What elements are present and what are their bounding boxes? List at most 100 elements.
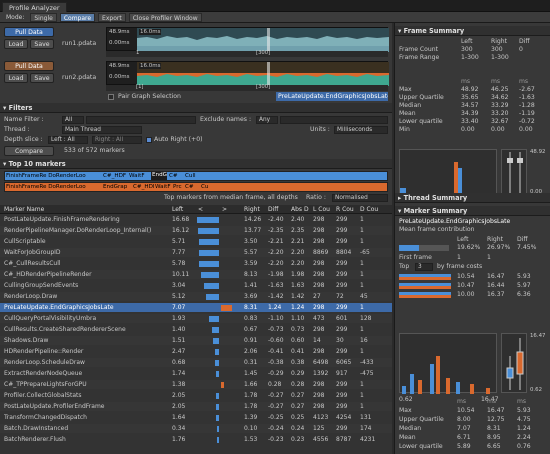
table-row[interactable]: C#_HDRenderPipelineRender 10.11 8.13 -1.98 1… [0, 270, 392, 279]
table-row[interactable]: CullResults.CreateSharedRendererScene 1.4… [0, 325, 392, 334]
depth-left-dropdown[interactable]: Left : All [48, 136, 88, 144]
exclude-names-dropdown[interactable]: Any [256, 116, 278, 124]
thread-summary-header[interactable]: ▸ Thread Summary [395, 193, 550, 203]
ms-top-left[interactable]: 10.54 [457, 273, 475, 280]
table-row[interactable]: CullScriptable 5.71 3.50 -2.21 2.21 298 299 1 [0, 237, 392, 246]
run2-frame-graph[interactable]: 48.9ms 16.0ms 0.00ms [106, 61, 389, 86]
ms-stat-right: 12.75 [487, 416, 505, 423]
auto-right-checkbox[interactable] [146, 137, 152, 143]
fs-stat-diff: -1.63 [519, 94, 535, 101]
single-mode-button[interactable]: Single [30, 12, 57, 22]
diff-cell: 0.28 [268, 381, 282, 388]
marker-boxplot [501, 333, 527, 393]
frame-histogram-svg [400, 162, 462, 196]
ms-top-left[interactable]: 10.00 [457, 291, 475, 298]
run1-range-left: 1 [136, 50, 140, 56]
table-row[interactable]: PostLateUpdate.FinishFrameRendering 16.68… [0, 215, 392, 224]
close-profiler-button[interactable]: Close Profiler Window [128, 12, 202, 22]
run1-range-bar[interactable]: 1 [300] [106, 50, 388, 57]
fs-stat-label: Max [399, 86, 412, 93]
ms-top-bar-right [399, 277, 451, 280]
load-button-1[interactable]: Load [4, 39, 28, 49]
col-left-bar[interactable]: < [198, 206, 204, 213]
table-row[interactable]: C#_TPPrepareLightsForGPU 1.38 1.66 0.28 0.28… [0, 380, 392, 389]
run1-range-label: [300] [256, 50, 271, 56]
top10-right-seg2: EndGrap [103, 184, 128, 190]
table-row[interactable]: Batch.DrawInstanced 0.34 0.10 -0.24 0.24 125 2… [0, 424, 392, 433]
thread-dropdown[interactable]: Main Thread [62, 126, 142, 134]
ms-top-right[interactable]: 16.47 [487, 273, 505, 280]
table-row[interactable]: TransformChangedDispatch 1.64 1.39 -0.25 0.2… [0, 413, 392, 422]
table-row[interactable]: BatchRenderer.Flush 1.76 1.53 -0.23 0.23 4556… [0, 435, 392, 444]
col-left[interactable]: Left [172, 206, 184, 213]
depth-right-dropdown[interactable]: Right : All [92, 136, 142, 144]
table-row[interactable]: PreLateUpdate.EndGraphicsJobsLate 7.07 8.3… [0, 303, 392, 312]
table-row[interactable]: Shadows.Draw 1.51 0.91 -0.60 0.60 14 30 16 [0, 336, 392, 345]
marker-summary-header[interactable]: ▾ Marker Summary [395, 206, 550, 216]
fs-frame-count-right: 300 [491, 46, 503, 53]
filters-header[interactable]: ▾ Filters [0, 103, 392, 113]
diff-count-cell: 1 [360, 271, 364, 278]
save-button-2[interactable]: Save [30, 73, 54, 83]
col-right-bar[interactable]: > [222, 206, 228, 213]
col-right-count[interactable]: R Cou [336, 206, 354, 213]
table-row[interactable]: RenderLoop.ScheduleDraw 0.68 0.31 -0.38 0.38… [0, 358, 392, 367]
compare-mode-button[interactable]: Compare [59, 12, 96, 22]
export-button[interactable]: Export [98, 12, 126, 22]
exclude-names-input[interactable] [280, 116, 388, 124]
top10-header[interactable]: ▾ Top 10 markers [0, 159, 392, 169]
table-row[interactable]: RenderPipelineManager.DoRenderLoop_Inter… [0, 226, 392, 235]
table-row[interactable]: ExtractRenderNodeQueue 1.74 1.45 -0.29 0.29 1… [0, 369, 392, 378]
left-count-cell: 8869 [313, 249, 329, 256]
table-row[interactable]: HDRenderPipeline::Render 2.47 2.06 -0.41 0.4… [0, 347, 392, 356]
table-row[interactable]: CullingGroupSendEvents 3.04 1.41 -1.63 1.63 2… [0, 281, 392, 290]
pair-graph-label: Pair Graph Selection [118, 93, 181, 100]
diff-cell: -0.27 [268, 392, 284, 399]
units-dropdown[interactable]: Milliseconds [334, 126, 388, 134]
compare-button[interactable]: Compare [4, 146, 54, 156]
right-value-cell: 8.31 [244, 304, 258, 311]
diff-count-cell: 1 [360, 227, 364, 234]
table-row[interactable]: Profiler.CollectGlobalStats 2.05 1.78 -0.27… [0, 391, 392, 400]
ms-first-frame-left[interactable]: 1 [457, 254, 461, 261]
left-count-cell: 298 [313, 326, 325, 333]
pair-graph-checkbox[interactable] [108, 94, 114, 100]
pull-data-button-2[interactable]: Pull Data [4, 61, 54, 71]
ms-top-left[interactable]: 10.47 [457, 282, 475, 289]
col-right[interactable]: Right [244, 206, 260, 213]
ms-top-right[interactable]: 16.44 [487, 282, 505, 289]
ms-col-diff: Diff [517, 236, 528, 243]
table-row[interactable]: RenderLoop.Draw 5.12 3.69 -1.42 1.42 27 72 45 [0, 292, 392, 301]
col-abs-diff[interactable]: Abs D [291, 206, 309, 213]
col-diff-count[interactable]: D Cou [360, 206, 379, 213]
ratio-dropdown[interactable]: Normalised [332, 194, 388, 202]
diff-count-cell: 131 [360, 414, 372, 421]
name-filter-dropdown[interactable]: All [62, 116, 84, 124]
ms-stat-label: Mean [399, 434, 416, 441]
name-filter-input[interactable] [86, 116, 196, 124]
col-diff[interactable]: Diff [268, 206, 279, 213]
ms-top-right[interactable]: 16.37 [487, 291, 505, 298]
pull-data-button-1[interactable]: Pull Data [4, 27, 54, 37]
save-button-1[interactable]: Save [30, 39, 54, 49]
table-row[interactable]: PostLateUpdate.ProfilerEndFrame 2.05 1.78 -… [0, 402, 392, 411]
top10-left-seg5: C# [169, 173, 178, 179]
run1-frame-graph[interactable]: 48.9ms 16.0ms 0.00ms [106, 27, 389, 52]
marker-box-min: 0.62 [530, 387, 543, 393]
ms-top-dropdown[interactable]: 3 [415, 263, 433, 271]
table-row[interactable]: WaitForJobGroupID 7.77 5.57 -2.20 2.20 8869 88… [0, 248, 392, 257]
table-row[interactable]: C#_CullResultsCull 5.78 3.59 -2.20 2.20 298 29… [0, 259, 392, 268]
col-left-count[interactable]: L Cou [313, 206, 330, 213]
top10-left-seg6: Cull [185, 173, 196, 179]
table-row[interactable]: CullQueryPortalVisibilityUmbra 1.93 0.83 -1… [0, 314, 392, 323]
top10-left-bar[interactable]: FinishFrameRe DoRenderLoo C#_HDF WaitF E… [4, 171, 388, 181]
marker-box-max: 16.47 [530, 333, 546, 339]
left-diff-bar [198, 228, 219, 234]
frame-summary-header[interactable]: ▾ Frame Summary [395, 26, 550, 36]
ms-first-frame-right[interactable]: 1 [487, 254, 491, 261]
col-marker-name[interactable]: Marker Name [4, 206, 45, 213]
load-button-2[interactable]: Load [4, 73, 28, 83]
window-tab[interactable]: Profile Analyzer [2, 2, 67, 12]
top10-right-bar[interactable]: FinishFrameRe DoRenderLoo EndGrap C#_HDI… [4, 182, 388, 192]
run2-range-bar[interactable]: [1] [300] [106, 84, 388, 91]
